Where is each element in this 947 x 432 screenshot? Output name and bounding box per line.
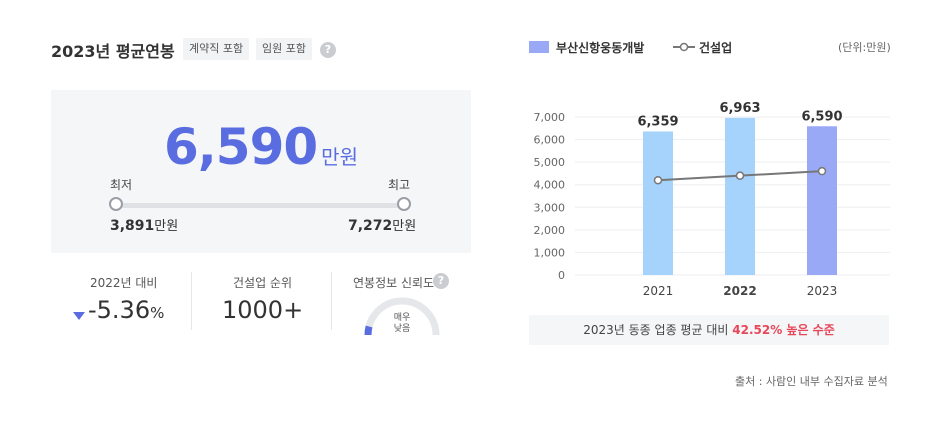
y-tick-label: 6,000 (534, 134, 566, 147)
bar-value-label: 6,359 (637, 114, 678, 129)
reliability-line2: 낮음 (394, 323, 411, 334)
rank-value: 1000+ (222, 296, 304, 324)
max-label: 최고 (388, 178, 411, 192)
summary-text: 2023년 동종 업종 평균 대비 (583, 323, 729, 337)
bar (725, 117, 755, 275)
average-salary-value: 6,590 (164, 118, 318, 176)
y-tick-label: 5,000 (534, 156, 566, 169)
bar (643, 131, 673, 275)
help-icon[interactable]: ? (320, 42, 336, 58)
summary-bar: 2023년 동종 업종 평균 대비 42.52% 높은 수준 (529, 315, 889, 345)
tag-executive-included: 임원 포함 (256, 38, 312, 60)
max-knob (397, 197, 411, 211)
industry-point (817, 166, 827, 176)
legend-line-icon (673, 42, 695, 52)
divider (191, 272, 192, 330)
tag-contract-included: 계약직 포함 (183, 38, 250, 60)
bar (807, 126, 837, 275)
min-knob (109, 197, 123, 211)
min-salary-value: 3,891 (110, 218, 155, 234)
bar-value-label: 6,963 (719, 101, 760, 116)
change-unit: % (150, 304, 165, 322)
max-salary-value: 7,272 (348, 218, 393, 234)
x-tick-label: 2023 (807, 284, 838, 298)
salary-range-track (116, 203, 404, 208)
reliability-label: 연봉정보 신뢰도 (353, 276, 435, 290)
gauge-fill (364, 325, 373, 336)
average-salary: 6,590 만원 (51, 118, 471, 176)
salary-chart: 7,000 6,000 5,000 4,000 3,000 2,000 1,000 0 6,35… (534, 101, 890, 298)
x-tick-label: 2021 (643, 284, 674, 298)
y-tick-label: 4,000 (534, 179, 566, 192)
down-arrow-icon (73, 312, 85, 320)
reliability-gauge: 매우 낮음 (364, 297, 440, 336)
unit-note: (단위:만원) (838, 41, 891, 54)
max-salary: 7,272만원 (348, 215, 416, 234)
min-salary-unit: 만원 (154, 219, 179, 234)
legend-swatch-company (529, 41, 549, 53)
average-salary-unit: 만원 (321, 145, 358, 169)
change-label: 2022년 대비 (90, 276, 158, 290)
page-title: 2023년 평균연봉 (51, 42, 175, 61)
y-tick-label: 0 (558, 269, 565, 282)
legend-company: 부산신항웅동개발 (556, 41, 645, 55)
bar-value-label: 6,590 (801, 109, 842, 124)
reliability-line1: 매우 (394, 312, 411, 323)
rank-label: 건설업 순위 (233, 276, 293, 290)
source-note: 출처 : 사람인 내부 수집자료 분석 (735, 375, 888, 388)
y-tick-label: 2,000 (534, 224, 566, 237)
y-tick-label: 3,000 (534, 201, 566, 214)
help-icon[interactable]: ? (433, 273, 449, 289)
industry-point (735, 171, 745, 180)
max-salary-unit: 만원 (392, 219, 417, 234)
change-value: -5.36% (88, 296, 164, 324)
summary-highlight: 42.52% 높은 수준 (732, 323, 835, 337)
salary-panel: 6,590 만원 최저 최고 3,891만원 7,272만원 (51, 90, 471, 253)
industry-point (653, 175, 663, 185)
y-tick-label: 1,000 (534, 246, 566, 259)
change-number: -5.36 (88, 296, 151, 324)
gauge-track (364, 297, 440, 336)
legend-industry: 건설업 (699, 41, 733, 55)
min-salary: 3,891만원 (110, 215, 178, 234)
min-label: 최저 (110, 178, 133, 192)
x-tick-label: 2022 (723, 284, 756, 298)
divider (331, 272, 332, 330)
y-tick-label: 7,000 (534, 111, 566, 124)
